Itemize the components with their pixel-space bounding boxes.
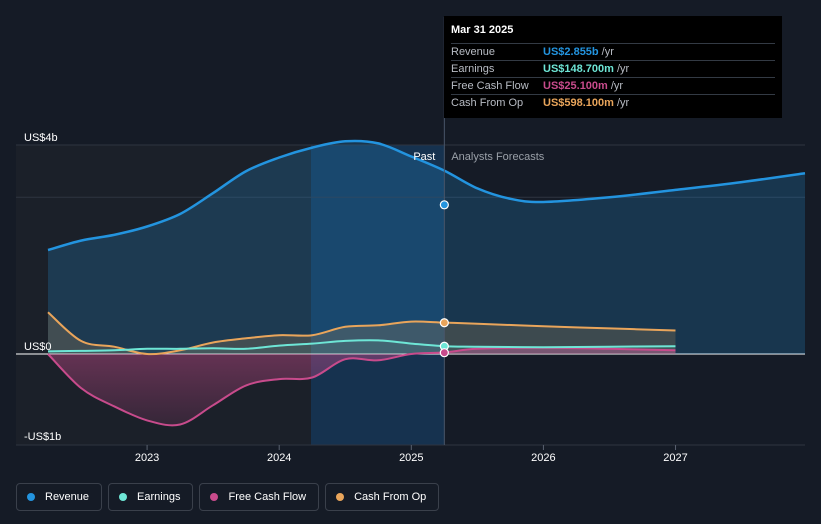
forecast-label: Analysts Forecasts (451, 151, 544, 163)
point-revenue (439, 200, 449, 210)
tooltip-unit: /yr (610, 80, 624, 92)
line-cfo (47, 311, 676, 356)
legend-dot-icon (119, 493, 128, 501)
legend-label: Revenue (45, 491, 90, 503)
legend-item-fcf[interactable]: Free Cash Flow (199, 483, 320, 511)
area-revenue (48, 140, 805, 354)
tooltip-unit: /yr (616, 63, 630, 75)
legend-label: Earnings (137, 491, 181, 503)
area-earnings (48, 340, 676, 354)
highlight-points (439, 200, 449, 358)
x-tick-label: 2024 (267, 452, 291, 464)
tooltip-row-revenue: Revenue US$2.855b /yr (451, 43, 775, 60)
series-lines (47, 139, 806, 427)
y-axis-labels: US$4b US$0 -US$1b (24, 132, 61, 443)
x-tick-label: 2025 (399, 452, 423, 464)
legend-dot-icon (336, 493, 345, 501)
tooltip-row-cfo: Cash From Op US$598.100m /yr (451, 94, 775, 111)
legend-dot-icon (27, 493, 35, 501)
tooltip: Mar 31 2025 Revenue US$2.855b /yr Earnin… (444, 16, 782, 118)
tooltip-value: US$598.100m (543, 97, 614, 109)
tooltip-unit: /yr (616, 97, 630, 109)
tooltip-label: Revenue (451, 46, 496, 58)
tooltip-unit: /yr (601, 46, 614, 58)
tooltip-row-fcf: Free Cash Flow US$25.100m /yr (451, 77, 775, 94)
series-areas (48, 140, 805, 426)
past-label: Past (413, 151, 435, 163)
legend-label: Cash From Op (354, 491, 427, 503)
tooltip-value: US$2.855b (543, 46, 599, 58)
tooltip-label: Cash From Op (451, 97, 524, 109)
legend-item-cfo[interactable]: Cash From Op (325, 483, 440, 511)
legend-item-revenue[interactable]: Revenue (16, 483, 103, 511)
legend: Revenue Earnings Free Cash Flow Cash Fro… (16, 483, 440, 511)
x-axis-labels: 2023 2024 2025 2026 2027 (135, 445, 688, 464)
legend-dot-icon (210, 493, 219, 501)
tooltip-date: Mar 31 2025 (451, 24, 514, 36)
y-axis-label: -US$1b (24, 431, 61, 443)
x-tick-label: 2023 (135, 452, 159, 464)
highlight-band (311, 145, 444, 445)
y-axis-label: US$4b (24, 132, 58, 144)
line-earnings (47, 339, 676, 353)
legend-item-earnings[interactable]: Earnings (108, 483, 194, 511)
point-cfo (439, 318, 449, 328)
x-tick-label: 2027 (663, 452, 687, 464)
area-cfo (48, 312, 676, 355)
tooltip-label: Free Cash Flow (451, 80, 529, 92)
tooltip-value: US$148.700m (543, 63, 614, 75)
area-fcf (48, 347, 676, 426)
tooltip-row-earnings: Earnings US$148.700m /yr (451, 60, 775, 77)
legend-label: Free Cash Flow (228, 491, 307, 503)
y-axis-label: US$0 (24, 341, 52, 353)
x-tick-label: 2026 (531, 452, 555, 464)
tooltip-label: Earnings (451, 63, 495, 75)
point-fcf (439, 348, 449, 358)
line-revenue (47, 139, 806, 252)
tooltip-value: US$25.100m (543, 80, 608, 92)
